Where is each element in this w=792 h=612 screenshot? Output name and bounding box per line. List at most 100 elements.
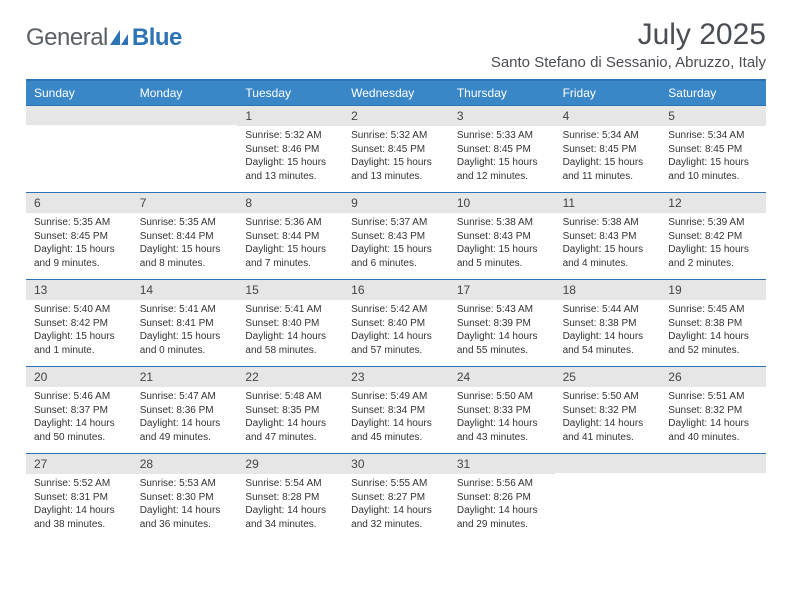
sunset-text: Sunset: 8:34 PM [351, 404, 441, 418]
day-number: 31 [449, 454, 555, 474]
sunset-text: Sunset: 8:43 PM [351, 230, 441, 244]
sunset-text: Sunset: 8:40 PM [351, 317, 441, 331]
day-number: 7 [132, 193, 238, 213]
day-cell: 9 Sunrise: 5:37 AMSunset: 8:43 PMDaylight… [343, 193, 449, 279]
day-cell: 15Sunrise: 5:41 AMSunset: 8:40 PMDayligh… [237, 280, 343, 366]
day-number: 14 [132, 280, 238, 300]
day-cell: 20Sunrise: 5:46 AMSunset: 8:37 PMDayligh… [26, 367, 132, 453]
day-number: 15 [237, 280, 343, 300]
day-cell: 17Sunrise: 5:43 AMSunset: 8:39 PMDayligh… [449, 280, 555, 366]
weekday-header: Thursday [449, 81, 555, 105]
daylight-text: Daylight: 14 hours and 52 minutes. [668, 330, 758, 357]
day-cell: 26Sunrise: 5:51 AMSunset: 8:32 PMDayligh… [660, 367, 766, 453]
sunrise-text: Sunrise: 5:50 AM [457, 390, 547, 404]
day-number: 29 [237, 454, 343, 474]
day-number: 13 [26, 280, 132, 300]
daylight-text: Daylight: 15 hours and 11 minutes. [563, 156, 653, 183]
sunrise-text: Sunrise: 5:34 AM [668, 129, 758, 143]
daylight-text: Daylight: 15 hours and 12 minutes. [457, 156, 547, 183]
sunrise-text: Sunrise: 5:38 AM [563, 216, 653, 230]
day-body: Sunrise: 5:56 AMSunset: 8:26 PMDaylight:… [449, 474, 555, 535]
daylight-text: Daylight: 15 hours and 2 minutes. [668, 243, 758, 270]
day-cell: 4Sunrise: 5:34 AMSunset: 8:45 PMDaylight… [555, 106, 661, 192]
calendar: SundayMondayTuesdayWednesdayThursdayFrid… [26, 79, 766, 540]
day-cell: 3Sunrise: 5:33 AMSunset: 8:45 PMDaylight… [449, 106, 555, 192]
sunrise-text: Sunrise: 5:35 AM [34, 216, 124, 230]
day-body: Sunrise: 5:39 AMSunset: 8:42 PMDaylight:… [660, 213, 766, 274]
daylight-text: Daylight: 14 hours and 38 minutes. [34, 504, 124, 531]
sunset-text: Sunset: 8:32 PM [563, 404, 653, 418]
day-cell: 5Sunrise: 5:34 AMSunset: 8:45 PMDaylight… [660, 106, 766, 192]
day-cell: 2Sunrise: 5:32 AMSunset: 8:45 PMDaylight… [343, 106, 449, 192]
day-cell: 24Sunrise: 5:50 AMSunset: 8:33 PMDayligh… [449, 367, 555, 453]
day-body: Sunrise: 5:38 AMSunset: 8:43 PMDaylight:… [555, 213, 661, 274]
sunrise-text: Sunrise: 5:45 AM [668, 303, 758, 317]
sunrise-text: Sunrise: 5:55 AM [351, 477, 441, 491]
sunrise-text: Sunrise: 5:41 AM [245, 303, 335, 317]
sunset-text: Sunset: 8:27 PM [351, 491, 441, 505]
weekday-header: Saturday [660, 81, 766, 105]
day-body: Sunrise: 5:42 AMSunset: 8:40 PMDaylight:… [343, 300, 449, 361]
sunrise-text: Sunrise: 5:37 AM [351, 216, 441, 230]
location: Santo Stefano di Sessanio, Abruzzo, Ital… [491, 54, 766, 71]
sunrise-text: Sunrise: 5:54 AM [245, 477, 335, 491]
daylight-text: Daylight: 15 hours and 1 minute. [34, 330, 124, 357]
sunset-text: Sunset: 8:44 PM [140, 230, 230, 244]
week-row: 20Sunrise: 5:46 AMSunset: 8:37 PMDayligh… [26, 366, 766, 453]
day-body: Sunrise: 5:36 AMSunset: 8:44 PMDaylight:… [237, 213, 343, 274]
day-cell: 28Sunrise: 5:53 AMSunset: 8:30 PMDayligh… [132, 454, 238, 540]
day-body: Sunrise: 5:43 AMSunset: 8:39 PMDaylight:… [449, 300, 555, 361]
sunrise-text: Sunrise: 5:33 AM [457, 129, 547, 143]
day-body: Sunrise: 5:38 AMSunset: 8:43 PMDaylight:… [449, 213, 555, 274]
day-number: 3 [449, 106, 555, 126]
day-body: Sunrise: 5:48 AMSunset: 8:35 PMDaylight:… [237, 387, 343, 448]
day-body: Sunrise: 5:53 AMSunset: 8:30 PMDaylight:… [132, 474, 238, 535]
day-number: 9 [343, 193, 449, 213]
daylight-text: Daylight: 15 hours and 6 minutes. [351, 243, 441, 270]
sunset-text: Sunset: 8:40 PM [245, 317, 335, 331]
sunrise-text: Sunrise: 5:35 AM [140, 216, 230, 230]
day-number: 2 [343, 106, 449, 126]
day-number: 19 [660, 280, 766, 300]
sunset-text: Sunset: 8:36 PM [140, 404, 230, 418]
day-number: 16 [343, 280, 449, 300]
daylight-text: Daylight: 14 hours and 40 minutes. [668, 417, 758, 444]
day-body: Sunrise: 5:35 AMSunset: 8:45 PMDaylight:… [26, 213, 132, 274]
sunrise-text: Sunrise: 5:41 AM [140, 303, 230, 317]
day-body: Sunrise: 5:33 AMSunset: 8:45 PMDaylight:… [449, 126, 555, 187]
sunset-text: Sunset: 8:30 PM [140, 491, 230, 505]
day-cell: 31Sunrise: 5:56 AMSunset: 8:26 PMDayligh… [449, 454, 555, 540]
day-cell: 13Sunrise: 5:40 AMSunset: 8:42 PMDayligh… [26, 280, 132, 366]
day-cell: 18Sunrise: 5:44 AMSunset: 8:38 PMDayligh… [555, 280, 661, 366]
day-cell: 21Sunrise: 5:47 AMSunset: 8:36 PMDayligh… [132, 367, 238, 453]
day-cell: 6Sunrise: 5:35 AMSunset: 8:45 PMDaylight… [26, 193, 132, 279]
day-body: Sunrise: 5:51 AMSunset: 8:32 PMDaylight:… [660, 387, 766, 448]
day-cell: 14Sunrise: 5:41 AMSunset: 8:41 PMDayligh… [132, 280, 238, 366]
month-title: July 2025 [491, 18, 766, 52]
daylight-text: Daylight: 14 hours and 50 minutes. [34, 417, 124, 444]
daylight-text: Daylight: 14 hours and 34 minutes. [245, 504, 335, 531]
day-body: Sunrise: 5:52 AMSunset: 8:31 PMDaylight:… [26, 474, 132, 535]
daylight-text: Daylight: 15 hours and 5 minutes. [457, 243, 547, 270]
day-body: Sunrise: 5:40 AMSunset: 8:42 PMDaylight:… [26, 300, 132, 361]
weekday-header: Tuesday [237, 81, 343, 105]
day-number: 5 [660, 106, 766, 126]
day-number: 8 [237, 193, 343, 213]
day-body: Sunrise: 5:50 AMSunset: 8:33 PMDaylight:… [449, 387, 555, 448]
day-body: Sunrise: 5:46 AMSunset: 8:37 PMDaylight:… [26, 387, 132, 448]
weekday-header: Sunday [26, 81, 132, 105]
day-number: 28 [132, 454, 238, 474]
weekday-header: Monday [132, 81, 238, 105]
daylight-text: Daylight: 15 hours and 10 minutes. [668, 156, 758, 183]
day-cell-empty [132, 106, 238, 192]
day-cell: 11Sunrise: 5:38 AMSunset: 8:43 PMDayligh… [555, 193, 661, 279]
sunrise-text: Sunrise: 5:56 AM [457, 477, 547, 491]
week-row: 13Sunrise: 5:40 AMSunset: 8:42 PMDayligh… [26, 279, 766, 366]
day-cell: 30Sunrise: 5:55 AMSunset: 8:27 PMDayligh… [343, 454, 449, 540]
sunset-text: Sunset: 8:37 PM [34, 404, 124, 418]
day-number: 20 [26, 367, 132, 387]
day-number: 6 [26, 193, 132, 213]
logo-text-2: Blue [132, 24, 182, 52]
sunrise-text: Sunrise: 5:44 AM [563, 303, 653, 317]
daylight-text: Daylight: 15 hours and 4 minutes. [563, 243, 653, 270]
